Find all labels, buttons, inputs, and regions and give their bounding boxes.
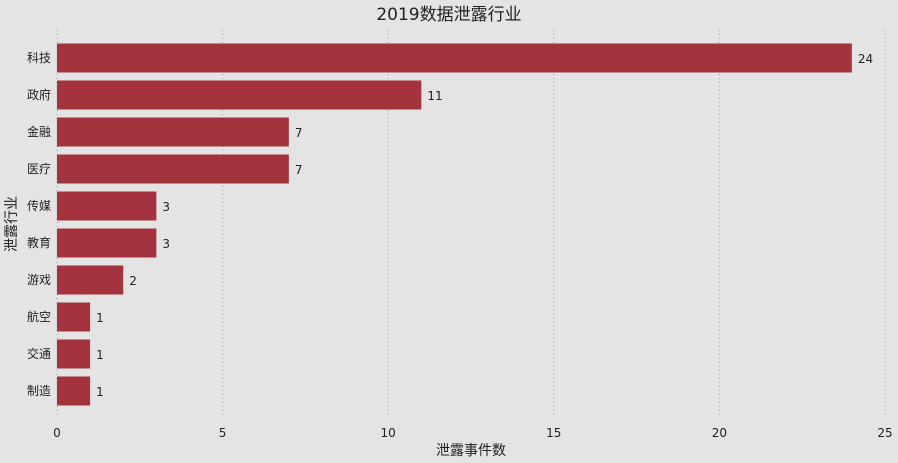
data-label: 11	[427, 89, 442, 103]
x-tick-label: 0	[53, 426, 61, 440]
data-label: 2	[129, 274, 137, 288]
bar-3	[57, 154, 289, 184]
bar-6	[57, 265, 124, 295]
bar-5	[57, 228, 157, 258]
data-label: 1	[96, 385, 104, 399]
y-tick-label: 科技	[27, 51, 51, 65]
bar-7	[57, 302, 91, 332]
y-tick-label: 医疗	[27, 162, 51, 176]
data-label: 24	[858, 52, 873, 66]
data-label: 3	[162, 200, 170, 214]
y-tick-label: 交通	[27, 346, 51, 361]
data-label: 3	[162, 237, 170, 251]
data-label: 7	[295, 163, 303, 177]
bar-9	[57, 376, 91, 406]
bar-2	[57, 117, 289, 147]
y-tick-label: 制造	[27, 384, 51, 398]
y-tick-label: 金融	[27, 124, 51, 139]
y-tick-label: 传媒	[27, 198, 51, 213]
bar-0	[57, 43, 852, 73]
data-label: 1	[96, 311, 104, 325]
x-tick-label: 5	[219, 426, 227, 440]
data-label: 7	[295, 126, 303, 140]
bar-1	[57, 80, 422, 110]
y-axis-title: 泄露行业	[4, 196, 20, 252]
chart-title: 2019数据泄露行业	[376, 5, 521, 25]
bar-8	[57, 339, 91, 369]
bars	[57, 43, 852, 406]
y-tick-label: 政府	[27, 87, 51, 102]
bar-4	[57, 191, 157, 221]
x-axis-title: 泄露事件数	[436, 443, 506, 459]
x-tick-label: 10	[381, 426, 396, 440]
x-tick-label: 25	[877, 426, 892, 440]
x-tick-label: 20	[712, 426, 727, 440]
data-label: 1	[96, 348, 104, 362]
x-tick-labels: 0 5 10 15 20 25	[53, 426, 892, 440]
y-tick-label: 航空	[27, 309, 51, 324]
x-tick-label: 15	[546, 426, 561, 440]
y-tick-label: 游戏	[27, 273, 51, 287]
y-tick-label: 教育	[27, 235, 51, 250]
